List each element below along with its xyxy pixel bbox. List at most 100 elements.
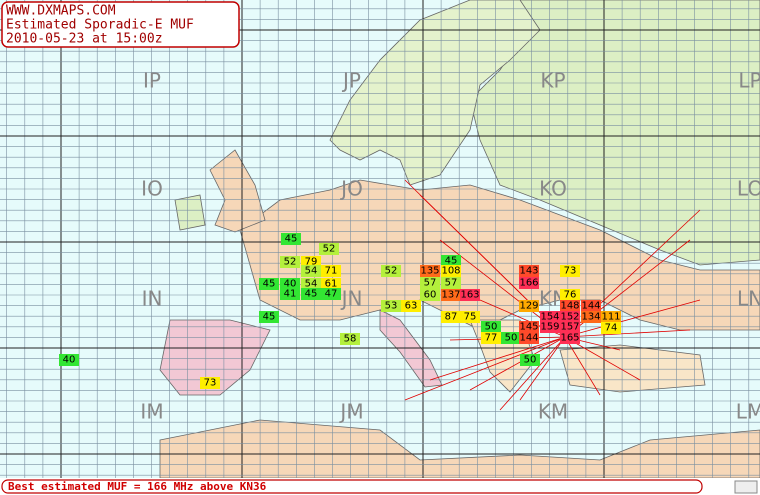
muf-box bbox=[520, 354, 540, 366]
muf-box bbox=[259, 278, 279, 290]
muf-box bbox=[280, 256, 300, 268]
muf-value: 143 bbox=[519, 266, 538, 277]
propagation-path bbox=[499, 336, 566, 411]
muf-box bbox=[420, 265, 440, 277]
propagation-path bbox=[469, 336, 566, 391]
muf-box bbox=[420, 277, 440, 289]
locator-label: LO bbox=[737, 177, 760, 201]
status-text: Best estimated MUF = 166 MHz above KN36 bbox=[8, 480, 267, 493]
muf-value: 71 bbox=[325, 266, 338, 277]
locator-label: LP bbox=[738, 69, 760, 93]
muf-value: 54 bbox=[305, 279, 318, 290]
muf-value: 45 bbox=[445, 256, 458, 267]
locator-label: IP bbox=[143, 69, 161, 93]
muf-box bbox=[321, 288, 341, 300]
muf-box bbox=[481, 321, 501, 333]
muf-value: 108 bbox=[441, 266, 460, 277]
locator-label: JO bbox=[339, 177, 363, 201]
muf-box bbox=[420, 289, 440, 301]
muf-value: 137 bbox=[441, 290, 460, 301]
muf-value: 77 bbox=[485, 333, 498, 344]
propagation-path bbox=[404, 336, 566, 401]
header-frame bbox=[1, 1, 240, 48]
muf-value: 52 bbox=[323, 244, 336, 255]
header-title: Estimated Sporadic-E MUF bbox=[6, 18, 194, 33]
locator-label: JN bbox=[340, 287, 363, 311]
muf-box bbox=[540, 321, 560, 333]
muf-box bbox=[560, 289, 580, 301]
muf-box bbox=[601, 322, 621, 334]
muf-box bbox=[200, 377, 220, 389]
muf-box bbox=[301, 288, 321, 300]
land-east bbox=[469, 0, 760, 266]
propagation-path bbox=[564, 336, 641, 381]
status-button[interactable] bbox=[734, 480, 758, 494]
muf-value: 157 bbox=[560, 322, 579, 333]
muf-value: 87 bbox=[445, 312, 458, 323]
locator-label: IN bbox=[142, 287, 163, 311]
muf-value: 50 bbox=[485, 322, 498, 333]
muf-box bbox=[59, 354, 79, 366]
muf-box bbox=[381, 300, 401, 312]
muf-box bbox=[460, 311, 480, 323]
muf-value: 74 bbox=[605, 323, 618, 334]
muf-box bbox=[441, 277, 461, 289]
muf-value: 57 bbox=[424, 278, 437, 289]
muf-box bbox=[441, 311, 461, 323]
muf-box bbox=[441, 265, 461, 277]
status-bar: Best estimated MUF = 166 MHz above KN36 bbox=[0, 478, 760, 495]
muf-value: 45 bbox=[263, 312, 276, 323]
propagation-path bbox=[564, 329, 691, 338]
muf-box bbox=[560, 265, 580, 277]
propagation-path bbox=[429, 336, 566, 381]
muf-box bbox=[581, 311, 601, 323]
muf-box bbox=[560, 321, 580, 333]
muf-box bbox=[560, 311, 580, 323]
locator-label: JM bbox=[338, 400, 363, 424]
muf-box bbox=[519, 332, 539, 344]
muf-value: 47 bbox=[325, 289, 338, 300]
muf-box bbox=[581, 300, 601, 312]
muf-box bbox=[301, 278, 321, 290]
muf-value: 152 bbox=[560, 312, 579, 323]
muf-value: 45 bbox=[263, 279, 276, 290]
muf-value: 73 bbox=[564, 266, 577, 277]
muf-value: 40 bbox=[63, 355, 76, 366]
muf-box bbox=[441, 289, 461, 301]
muf-value: 45 bbox=[285, 234, 298, 245]
muf-value: 79 bbox=[305, 257, 318, 268]
muf-box bbox=[481, 332, 501, 344]
muf-value: 135 bbox=[420, 266, 439, 277]
muf-value: 111 bbox=[601, 312, 620, 323]
locator-label: IM bbox=[140, 400, 163, 424]
locator-label: IO bbox=[141, 177, 163, 201]
muf-value: 53 bbox=[385, 301, 398, 312]
muf-box bbox=[259, 311, 279, 323]
muf-value: 163 bbox=[460, 290, 479, 301]
muf-value: 52 bbox=[284, 257, 297, 268]
muf-box bbox=[321, 265, 341, 277]
muf-box bbox=[540, 311, 560, 323]
header-site: WWW.DXMAPS.COM bbox=[6, 4, 116, 19]
muf-value: 154 bbox=[540, 312, 559, 323]
muf-value: 57 bbox=[445, 278, 458, 289]
muf-value: 58 bbox=[344, 334, 357, 345]
locator-label: JP bbox=[341, 69, 361, 93]
muf-value: 129 bbox=[519, 301, 538, 312]
locator-label: LN bbox=[737, 287, 760, 311]
muf-value: 159 bbox=[540, 322, 559, 333]
muf-value: 145 bbox=[519, 322, 538, 333]
land-ireland bbox=[174, 194, 206, 231]
muf-value: 148 bbox=[560, 301, 579, 312]
propagation-path bbox=[519, 336, 566, 401]
muf-box bbox=[280, 288, 300, 300]
status-frame bbox=[1, 479, 703, 494]
muf-box bbox=[340, 333, 360, 345]
muf-value: 76 bbox=[564, 290, 577, 301]
locator-label: KM bbox=[538, 400, 568, 424]
muf-box bbox=[519, 277, 539, 289]
muf-value: 134 bbox=[581, 312, 600, 323]
